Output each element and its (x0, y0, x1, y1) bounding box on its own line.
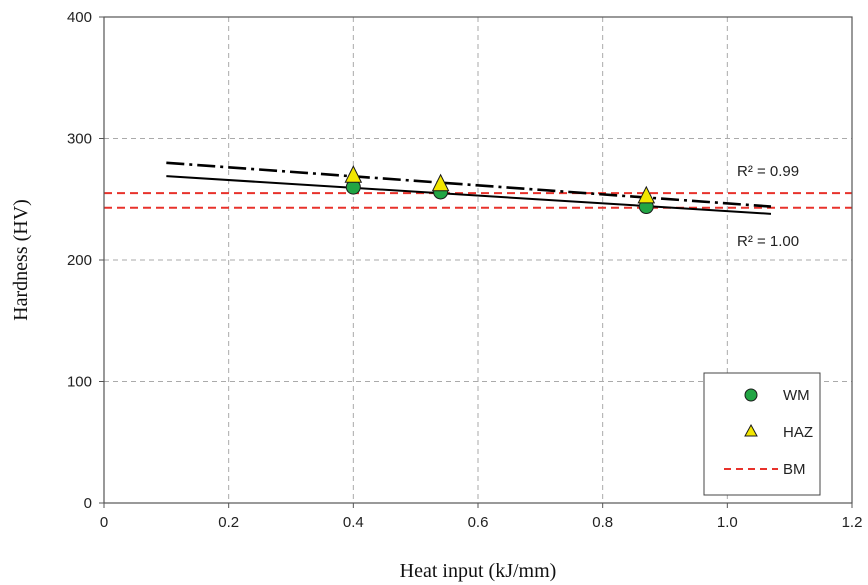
point-haz-1 (431, 173, 450, 192)
annotation-r2-wm: R² = 1.00 (737, 233, 799, 250)
trendline-haz (166, 161, 772, 208)
tick-labels: 0 0.2 0.4 0.6 0.8 1.0 1.2 0 100 200 300 400 (67, 9, 862, 531)
y-tick-label-2: 200 (67, 252, 92, 269)
x-tick-label-6: 1.2 (842, 514, 863, 531)
x-tick-label-2: 0.4 (343, 514, 364, 531)
x-tick-label-1: 0.2 (218, 514, 239, 531)
bm-lines (104, 192, 852, 209)
x-tick-label-5: 1.0 (717, 514, 738, 531)
legend: WM HAZ BM (703, 372, 821, 496)
y-tick-label-0: 0 (84, 495, 92, 512)
legend-wm-marker (744, 388, 758, 402)
legend-haz-label: HAZ (783, 424, 813, 441)
point-haz-2 (637, 185, 656, 204)
y-tick-label-4: 400 (67, 9, 92, 26)
trendline-wm (166, 175, 772, 215)
trendlines (166, 161, 772, 215)
legend-wm-label: WM (783, 387, 810, 404)
y-tick-label-3: 300 (67, 131, 92, 148)
x-axis-title: Heat input (kJ/mm) (400, 560, 557, 582)
data-points (344, 165, 656, 215)
legend-box (703, 372, 821, 496)
legend-haz-marker (744, 423, 758, 437)
x-tick-label-3: 0.6 (468, 514, 489, 531)
x-tick-label-0: 0 (100, 514, 108, 531)
legend-bm-label: BM (783, 461, 806, 478)
point-haz-0 (344, 165, 363, 183)
annotation-r2-haz: R² = 0.99 (737, 163, 799, 180)
x-tick-label-4: 0.8 (592, 514, 613, 531)
y-tick-label-1: 100 (67, 374, 92, 391)
y-axis-title: Hardness (HV) (10, 199, 32, 321)
